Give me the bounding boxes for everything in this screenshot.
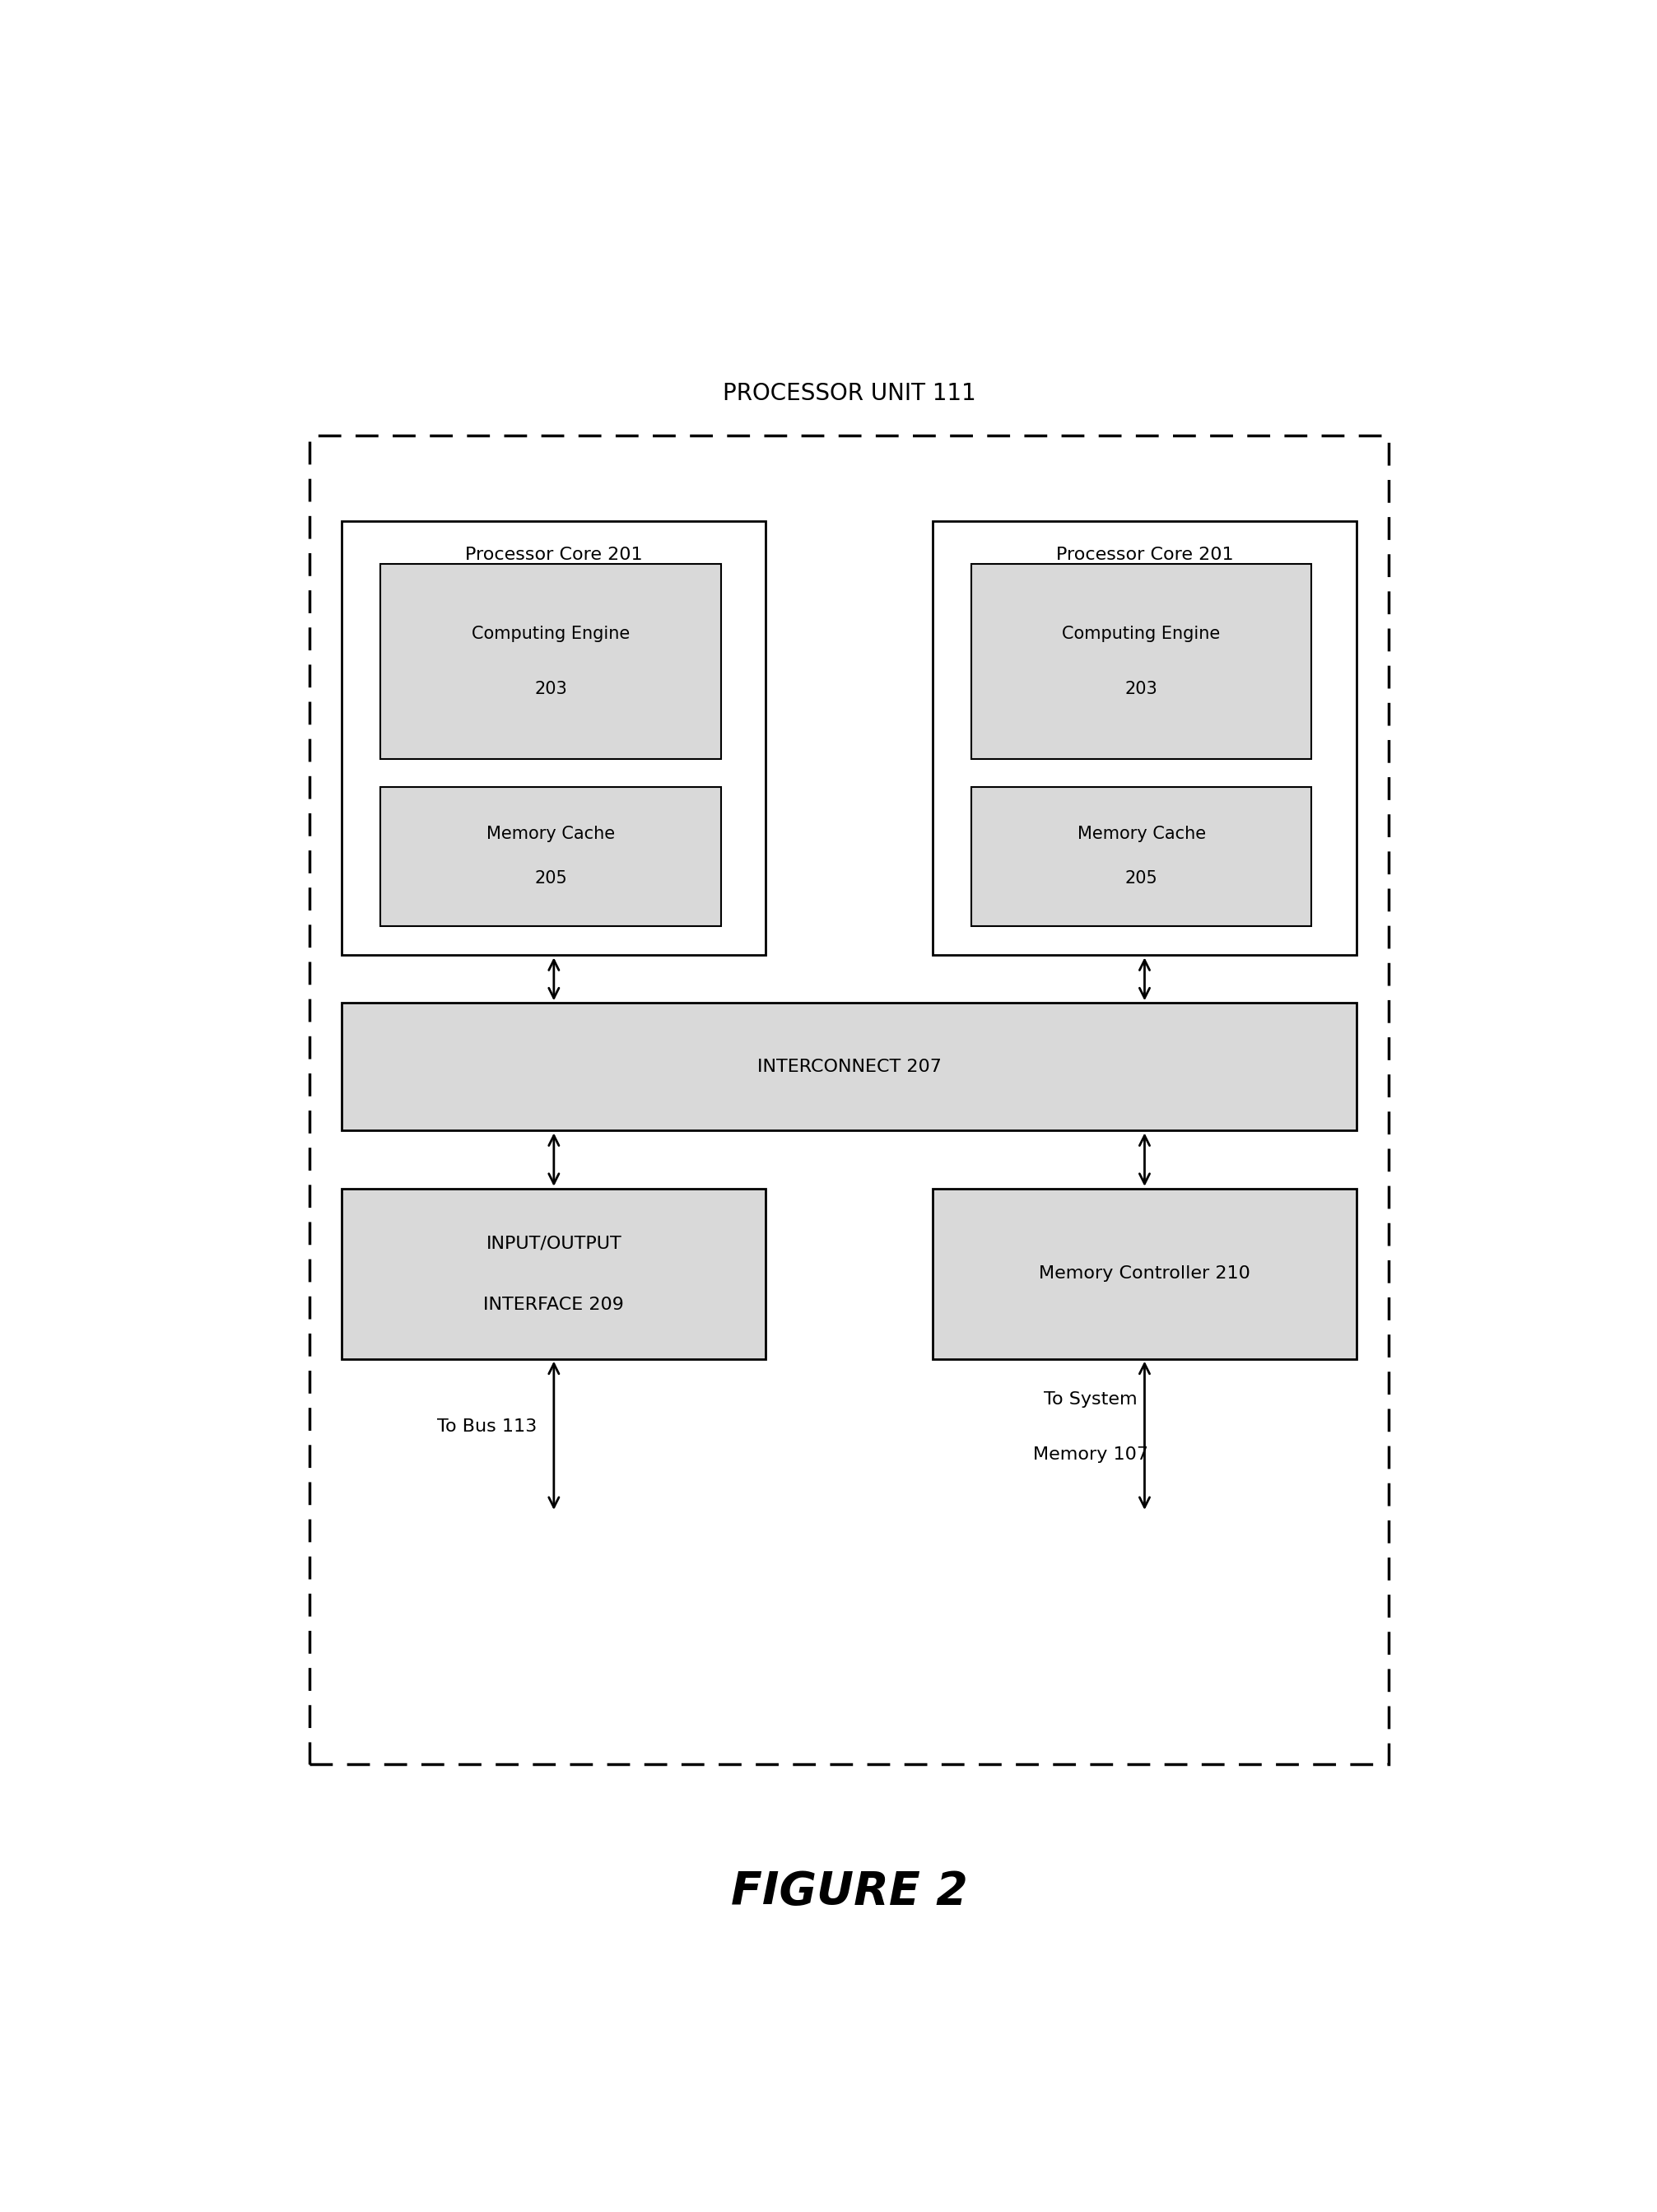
Bar — [933, 1188, 1357, 1358]
Text: 205: 205 — [1125, 869, 1158, 887]
Bar — [341, 1188, 766, 1358]
Text: Memory Controller 210: Memory Controller 210 — [1039, 1265, 1251, 1283]
Text: PROCESSOR UNIT 111: PROCESSOR UNIT 111 — [722, 383, 976, 405]
Bar — [933, 522, 1357, 956]
Bar — [310, 436, 1389, 1765]
Text: To Bus 113: To Bus 113 — [437, 1418, 537, 1436]
Bar — [971, 564, 1312, 759]
Text: Memory Cache: Memory Cache — [1077, 825, 1206, 843]
Text: 205: 205 — [534, 869, 567, 887]
Text: INTERFACE 209: INTERFACE 209 — [484, 1296, 625, 1312]
Bar — [341, 1002, 1357, 1130]
Text: Computing Engine: Computing Engine — [472, 626, 630, 641]
Text: FIGURE 2: FIGURE 2 — [731, 1869, 968, 1913]
Text: To System: To System — [1044, 1391, 1137, 1409]
Text: Processor Core 201: Processor Core 201 — [1056, 546, 1233, 562]
Text: 203: 203 — [1125, 681, 1158, 697]
Bar — [381, 787, 721, 927]
Bar — [971, 787, 1312, 927]
Bar — [341, 522, 766, 956]
Text: Memory 107: Memory 107 — [1032, 1447, 1148, 1462]
Text: Memory Cache: Memory Cache — [487, 825, 615, 843]
Bar — [381, 564, 721, 759]
Text: Processor Core 201: Processor Core 201 — [466, 546, 643, 562]
Text: 203: 203 — [534, 681, 567, 697]
Text: Computing Engine: Computing Engine — [1062, 626, 1221, 641]
Text: INPUT/OUTPUT: INPUT/OUTPUT — [486, 1234, 621, 1252]
Text: INTERCONNECT 207: INTERCONNECT 207 — [757, 1060, 941, 1075]
